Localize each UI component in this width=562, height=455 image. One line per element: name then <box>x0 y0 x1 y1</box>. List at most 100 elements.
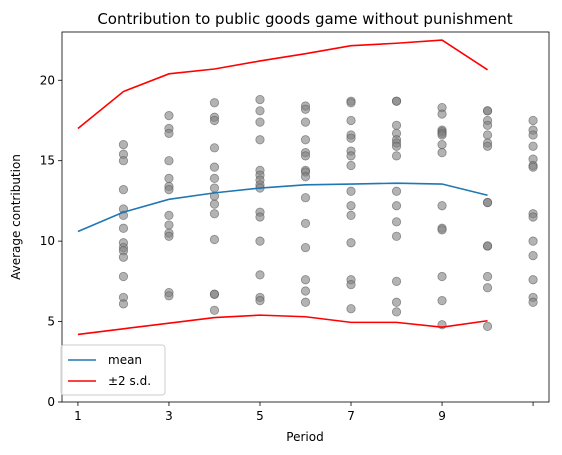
scatter-point <box>528 297 538 307</box>
scatter-point <box>300 135 311 145</box>
y-tick-label: 20 <box>40 73 55 87</box>
scatter-point <box>346 133 356 143</box>
scatter-point <box>209 143 220 153</box>
scatter-point <box>528 236 538 246</box>
scatter-point <box>118 252 129 262</box>
scatter-point <box>300 218 311 229</box>
scatter-point <box>437 130 447 140</box>
legend-box <box>60 344 166 396</box>
scatter-point <box>391 231 402 241</box>
scatter-point <box>300 117 311 127</box>
scatter-point <box>255 296 265 306</box>
scatter-point <box>164 185 174 195</box>
scatter-point <box>437 201 447 211</box>
scatter-point <box>346 160 356 171</box>
scatter-point <box>164 231 174 241</box>
scatter-point <box>300 297 311 307</box>
x-tick-label: 9 <box>438 409 446 423</box>
scatter-point <box>346 201 356 211</box>
scatter-point <box>118 156 129 166</box>
scatter-point <box>528 115 538 126</box>
scatter-point <box>482 106 493 116</box>
scatter-point <box>346 279 356 290</box>
scatter-point <box>164 210 174 220</box>
scatter-point <box>209 199 220 209</box>
scatter-point <box>255 94 265 105</box>
scatter-point <box>164 173 174 183</box>
scatter-point <box>528 251 538 261</box>
scatter-point <box>437 109 447 119</box>
scatter-point <box>255 135 265 145</box>
scatter-point <box>300 275 311 285</box>
scatter-point <box>391 186 402 196</box>
scatter-point <box>482 241 493 251</box>
scatter-point <box>391 96 402 106</box>
scatter-point <box>346 151 356 161</box>
scatter-point <box>346 186 356 196</box>
scatter-point <box>391 276 402 286</box>
scatter-point <box>391 141 402 151</box>
plot-area: 1 3 5 7 9 0 5 10 15 20 <box>40 31 550 423</box>
scatter-point <box>300 286 311 296</box>
scatter-point <box>391 297 402 307</box>
chart-title: Contribution to public goods game withou… <box>97 10 512 28</box>
scatter-point <box>255 212 265 222</box>
scatter-point <box>391 151 402 161</box>
scatter-point <box>118 223 129 233</box>
scatter-point <box>209 234 220 245</box>
scatter-point <box>164 156 174 166</box>
scatter-point <box>300 242 311 253</box>
scatter-point <box>255 236 265 246</box>
y-axis: 0 5 10 15 20 <box>40 73 62 409</box>
scatter-point <box>255 106 265 116</box>
scatter-point <box>164 128 174 138</box>
x-tick-label: 1 <box>74 409 82 423</box>
scatter-point <box>118 185 129 195</box>
scatter-point <box>209 183 220 193</box>
scatter-point <box>300 193 311 203</box>
scatter-point <box>528 162 538 172</box>
x-tick-label: 3 <box>165 409 173 423</box>
scatter-point <box>209 305 220 315</box>
legend-mean-label: mean <box>108 353 142 367</box>
scatter-point <box>209 98 220 108</box>
scatter-point <box>346 115 356 126</box>
legend-sd-label: ±2 s.d. <box>108 374 151 388</box>
scatter-point <box>118 140 129 150</box>
y-tick-label: 0 <box>47 395 55 409</box>
mean-line <box>77 182 488 233</box>
y-tick-label: 15 <box>40 154 55 168</box>
scatter-point <box>482 197 493 208</box>
scatter-point <box>482 321 493 331</box>
scatter-point <box>164 220 174 230</box>
scatter-point <box>482 120 493 130</box>
y-tick-label: 10 <box>40 234 55 248</box>
scatter-point <box>255 270 265 280</box>
scatter-point <box>437 271 447 282</box>
scatter-point <box>118 271 129 282</box>
x-tick-label: 5 <box>256 409 264 423</box>
x-axis-label: Period <box>286 430 323 444</box>
scatter-point <box>528 141 538 151</box>
scatter-point <box>209 162 220 172</box>
x-tick-label: 7 <box>347 409 355 423</box>
scatter-point <box>391 201 402 211</box>
scatter-point <box>528 275 538 285</box>
axes-frame <box>61 31 550 403</box>
scatter-point <box>300 104 311 114</box>
scatter-point <box>255 117 265 127</box>
scatter-point <box>209 209 220 219</box>
scatter-point <box>482 141 493 151</box>
scatter-point <box>391 120 402 130</box>
scatter-point <box>346 238 356 248</box>
scatter-point <box>437 296 447 306</box>
scatter-point <box>528 212 538 222</box>
line-layer <box>77 39 488 336</box>
scatter-point <box>209 289 220 299</box>
upper-sd-line <box>77 39 488 130</box>
scatter-point <box>300 151 311 161</box>
scatter-point <box>391 307 402 317</box>
scatter-point <box>437 140 447 150</box>
scatter-point <box>391 217 402 227</box>
